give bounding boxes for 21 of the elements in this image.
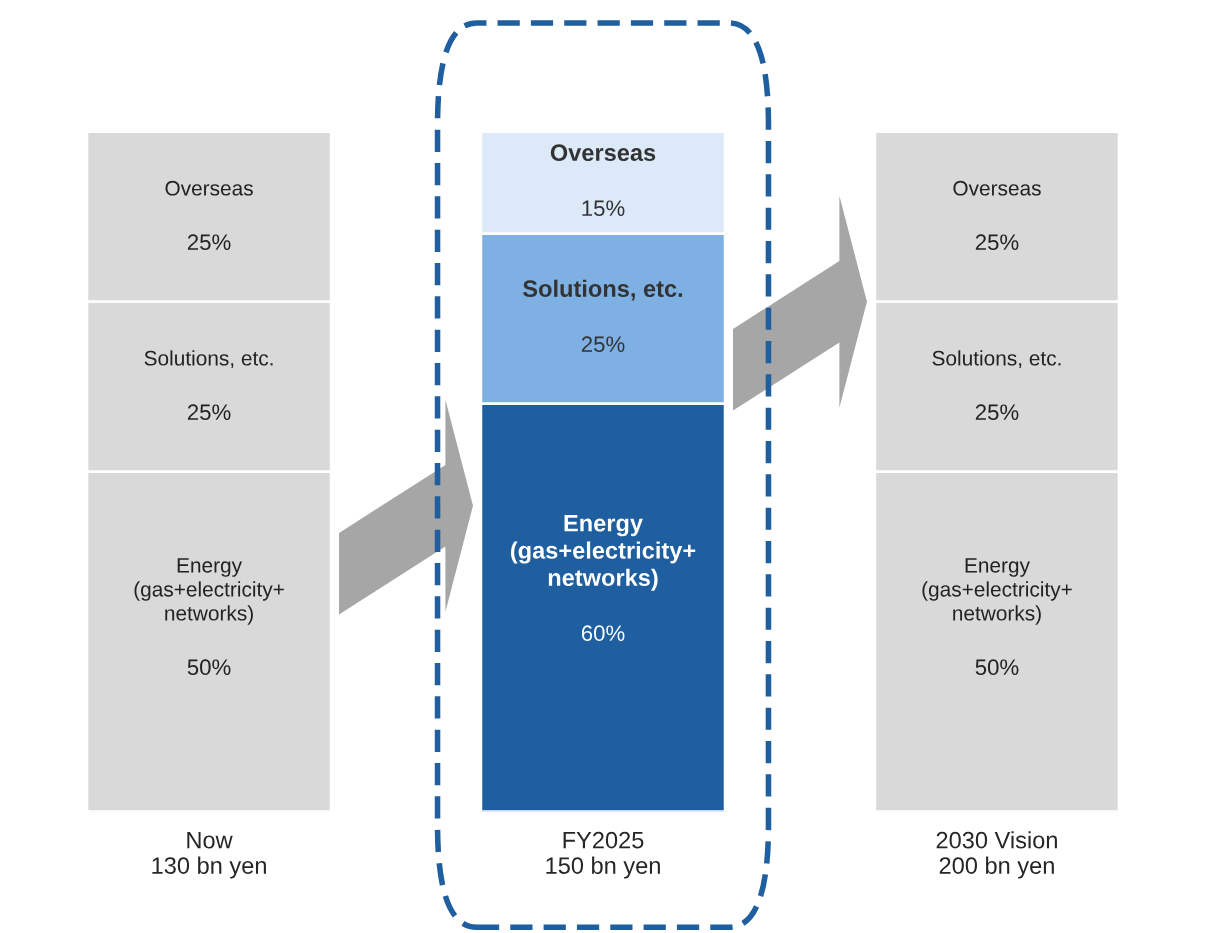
- data-label: 60%: [581, 625, 625, 642]
- text: Overseas: [165, 180, 253, 196]
- data-label: 50%: [975, 659, 1019, 676]
- data-label: 25%: [187, 404, 231, 421]
- text: Solutions, etc.: [932, 350, 1061, 369]
- x-tick-label: 2030 Vision 200 bn yen: [936, 831, 1057, 879]
- data-label: 50%: [187, 659, 231, 676]
- series-label: Energy (gas+electricity+ networks): [510, 515, 696, 591]
- data-label: 15%: [582, 200, 625, 217]
- data-label: 25%: [975, 404, 1019, 421]
- data-label: 25%: [975, 234, 1019, 251]
- series-label: Solutions, etc.: [523, 279, 683, 301]
- data-label: 25%: [187, 234, 231, 251]
- x-tick-label: FY2025 150 bn yen: [546, 831, 660, 879]
- data-label: 25%: [581, 336, 625, 353]
- text: Solutions, etc.: [144, 350, 273, 369]
- series-label: Overseas: [550, 144, 656, 162]
- text: Energy (gas+electricity+ networks): [922, 558, 1072, 625]
- text: Energy (gas+electricity+ networks): [134, 558, 284, 625]
- x-tick-label: Now 130 bn yen: [152, 832, 266, 879]
- text: Overseas: [953, 180, 1041, 196]
